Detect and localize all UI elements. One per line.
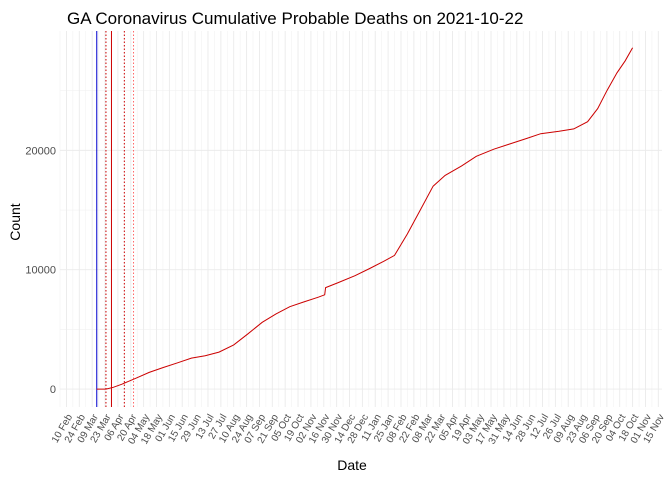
chart-title: GA Coronavirus Cumulative Probable Death…	[67, 9, 523, 28]
y-tick-label: 0	[50, 384, 56, 396]
minor-grid	[59, 31, 662, 407]
major-grid	[60, 31, 662, 407]
x-axis-title: Date	[337, 457, 367, 473]
y-tick-labels: 0 10000 20000	[25, 145, 56, 396]
series-line	[96, 47, 634, 390]
y-tick-label: 10000	[25, 265, 56, 277]
y-axis-title: Count	[7, 203, 23, 240]
series-layer	[96, 47, 634, 390]
y-tick-label: 20000	[25, 145, 56, 157]
reference-lines	[96, 31, 135, 407]
